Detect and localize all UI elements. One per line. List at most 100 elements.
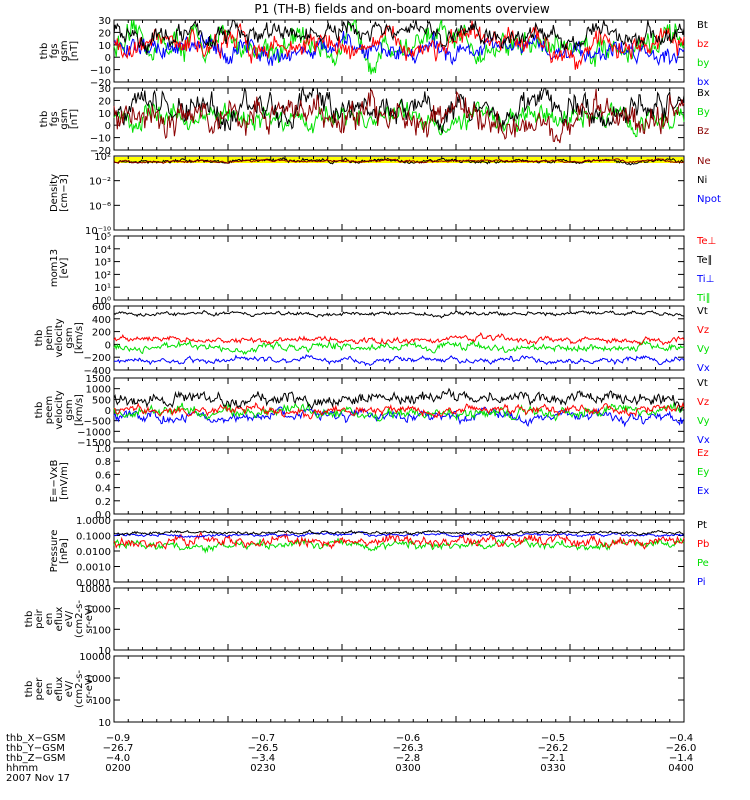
series-Pi — [113, 530, 685, 539]
x-row-value: −1.4 — [669, 753, 693, 764]
y-tick-label: 1.0000 — [76, 516, 111, 527]
y-axis-label: velocity — [54, 390, 65, 429]
y-axis-label: en — [44, 613, 55, 626]
panel-density: 10² 10⁻² 10⁻⁶ 10⁻¹⁰ Density [cm−3] Ne Ni Npot — [49, 152, 721, 237]
y-tick-label: 0.0100 — [76, 547, 111, 558]
y-axis-label: eflux — [54, 607, 65, 632]
series-Bz — [113, 88, 685, 144]
x-row-value: −26.5 — [248, 743, 279, 754]
y-tick-label: −400 — [84, 366, 111, 377]
y-tick-label: 0.8 — [95, 457, 111, 468]
plot-title: P1 (TH-B) fields and on-board moments ov… — [254, 2, 550, 16]
x-row-value: 0400 — [668, 763, 693, 774]
y-tick-label: 10² — [94, 152, 111, 163]
y-axis-label: eV/ — [64, 610, 75, 627]
legend-Te⊥: Te⊥ — [696, 236, 716, 247]
y-tick-label: 0 — [105, 406, 111, 417]
x-row-value: −3.4 — [251, 753, 275, 764]
y-tick-label: 10⁻¹⁰ — [85, 226, 111, 237]
series-Vt — [113, 387, 685, 413]
y-axis-label: [nT] — [69, 41, 80, 61]
x-row-value: −0.9 — [106, 733, 130, 744]
x-row-label: hhmm — [6, 763, 38, 774]
series-Vy — [113, 338, 685, 355]
y-tick-label: 10 — [98, 718, 111, 729]
legend-Te∥: Te∥ — [696, 255, 713, 266]
y-tick-label: 0.1000 — [76, 532, 111, 543]
x-row-value: −26.7 — [103, 743, 134, 754]
x-row-value: −0.6 — [396, 733, 420, 744]
y-axis-label: [nT] — [69, 109, 80, 129]
y-axis-label: [eV] — [59, 258, 70, 279]
y-tick-label: 10000 — [79, 652, 111, 663]
legend-Pi: Pi — [697, 577, 706, 588]
y-tick-label: −1500 — [77, 438, 111, 449]
x-row-label: thb_Z−GSM — [6, 753, 66, 764]
legend-Npot: Npot — [697, 194, 721, 205]
y-axis-label: fgs — [49, 111, 60, 126]
y-tick-label: 1000 — [86, 605, 111, 616]
legend-Bt: Bt — [697, 20, 708, 31]
y-tick-label: 1.0 — [95, 444, 111, 455]
legend-Vz: Vz — [697, 397, 709, 408]
x-row-value: −0.7 — [251, 733, 275, 744]
y-axis-label: mom13 — [49, 249, 60, 287]
series-Vt — [113, 309, 685, 319]
y-tick-label: 20 — [98, 28, 111, 39]
legend-Vt: Vt — [697, 378, 708, 389]
legend-Vx: Vx — [697, 363, 710, 374]
series-Pb — [113, 530, 685, 550]
y-axis-label: [nPa] — [59, 538, 70, 564]
y-tick-label: 0.4 — [95, 484, 111, 495]
y-axis-label: sr-eV) — [84, 674, 95, 703]
x-row-value: 0200 — [105, 763, 130, 774]
y-tick-label: 500 — [92, 395, 111, 406]
x-row-label: thb_Y−GSM — [6, 743, 65, 754]
legend-by: by — [697, 58, 709, 69]
y-axis-label: thb — [34, 402, 45, 419]
y-axis-label: velocity — [54, 318, 65, 357]
panel-peir: 10000 1000 100 10 thb peir en eflux eV/(cm2-s-sr… — [24, 584, 685, 657]
y-tick-label: −200 — [84, 353, 111, 364]
x-row-value: −26.0 — [666, 743, 697, 754]
y-tick-label: 30 — [98, 84, 111, 95]
legend-Ex: Ex — [697, 486, 709, 497]
y-tick-label: 0 — [105, 121, 111, 132]
y-tick-label: −500 — [84, 417, 111, 428]
legend-Vx: Vx — [697, 435, 710, 446]
y-tick-label: 20 — [98, 96, 111, 107]
y-axis-label: thb — [39, 43, 50, 60]
y-tick-label: 10¹ — [94, 283, 111, 294]
y-tick-label: 0 — [105, 53, 111, 64]
series-Ne — [113, 158, 685, 164]
y-axis-label: gsm — [64, 327, 75, 348]
y-axis-label: [mV/m] — [59, 462, 70, 500]
y-tick-label: −10 — [90, 134, 111, 145]
legend-Pe: Pe — [697, 558, 709, 569]
y-tick-label: 10 — [98, 646, 111, 657]
x-row-value: −2.8 — [396, 753, 420, 764]
legend-Bx: Bx — [697, 88, 710, 99]
y-tick-label: 0.6 — [95, 470, 111, 481]
y-tick-label: 0.0 — [95, 510, 111, 521]
y-axis-label: [km/s] — [74, 322, 85, 354]
y-axis-label: Density — [49, 174, 60, 212]
y-tick-label: 10⁰ — [94, 296, 111, 307]
legend-By: By — [697, 107, 710, 118]
legend-Bz: Bz — [697, 126, 709, 137]
y-tick-label: 400 — [92, 315, 111, 326]
x-row-value: −0.4 — [669, 733, 693, 744]
y-tick-label: 10000 — [79, 584, 111, 595]
panel-pressure: 1.0000 0.1000 0.0100 0.0010 0.0001 Pressure [n… — [49, 516, 709, 589]
y-tick-label: 1000 — [86, 674, 111, 685]
x-row-value: −26.3 — [393, 743, 424, 754]
y-tick-label: 100 — [92, 625, 111, 636]
date-label: 2007 Nov 17 — [6, 773, 70, 784]
legend-Vy: Vy — [697, 344, 710, 355]
series-Vz — [113, 401, 685, 420]
y-axis-label: [km/s] — [74, 394, 85, 426]
